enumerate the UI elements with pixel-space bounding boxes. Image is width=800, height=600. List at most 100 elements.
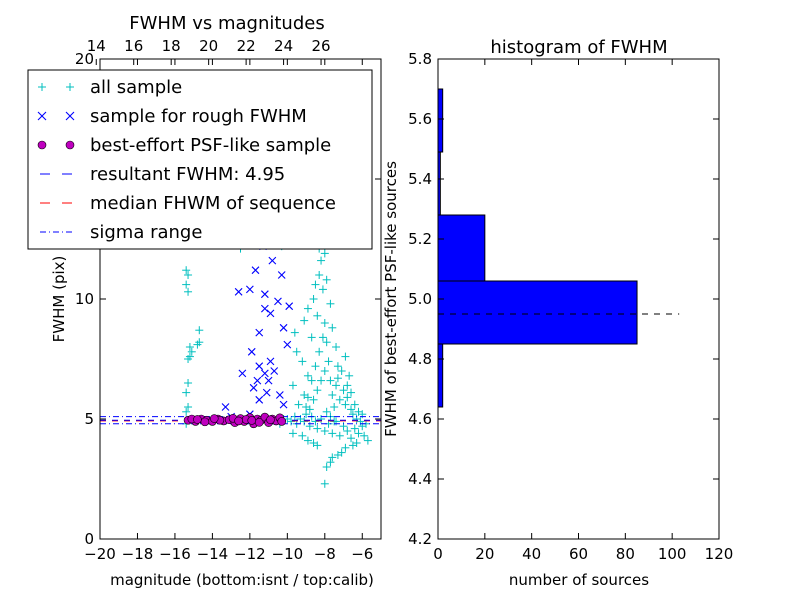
rough-sample-point — [274, 297, 282, 306]
psf-sample-point — [254, 418, 264, 427]
all-sample-point — [335, 395, 344, 404]
rough-sample-point — [255, 362, 264, 371]
all-sample-point — [360, 431, 369, 440]
rough-sample-point — [260, 290, 269, 299]
all-sample-point — [193, 340, 202, 349]
scatter-x-ticks: −20 −18 −16 −14 −12 −10 −8 −6 — [84, 59, 373, 563]
all-sample-point — [311, 362, 320, 371]
histogram-x-tick-label: 80 — [616, 545, 635, 563]
scatter-y-tick-label: 0 — [84, 530, 94, 548]
scatter-y-label: FWHM (pix) — [50, 256, 68, 343]
all-sample-point — [315, 347, 324, 356]
all-sample-point — [354, 429, 363, 438]
legend-key — [38, 83, 74, 91]
all-sample-point — [317, 256, 326, 265]
scatter-top-tick-label: 14 — [87, 37, 106, 55]
rough-sample-point — [260, 304, 269, 313]
all-sample-point — [337, 367, 346, 375]
all-sample-point — [322, 463, 331, 471]
all-sample-point — [322, 407, 331, 416]
histogram-x-tick-label: 120 — [705, 545, 734, 563]
all-sample-point — [339, 386, 348, 395]
all-sample-point — [348, 441, 357, 450]
rough-sample-point — [249, 383, 258, 392]
all-sample-point — [318, 285, 327, 294]
psf-sample-point — [200, 417, 210, 427]
scatter-x-tick-label: −12 — [234, 545, 266, 563]
all-sample-point — [298, 431, 307, 440]
scatter-x-tick-label: −14 — [197, 545, 229, 563]
all-sample-point — [311, 280, 320, 289]
scatter-x-tick-label: −6 — [351, 545, 373, 563]
all-sample-point — [330, 403, 339, 411]
rough-sample-point — [266, 357, 275, 366]
all-sample-point — [350, 424, 359, 433]
scatter-x-tick-label: −10 — [272, 545, 304, 563]
legend-keys — [37, 83, 75, 233]
all-sample-point — [313, 311, 322, 320]
all-sample-point — [320, 249, 329, 258]
all-sample-point — [326, 376, 335, 385]
rough-sample-point — [279, 400, 288, 409]
histogram-x-ticks: 0 20 40 60 80 100 120 — [433, 59, 733, 563]
rough-sample-point — [285, 302, 294, 311]
histogram-bar — [437, 343, 444, 408]
all-sample-point — [303, 393, 312, 402]
all-sample-point — [182, 407, 191, 416]
rough-sample-point — [266, 309, 275, 318]
all-sample-point — [182, 266, 191, 275]
legend-label-sigma-range: sigma range — [90, 222, 202, 243]
all-sample-point — [328, 429, 337, 438]
scatter-x-label: magnitude (bottom:isnt / top:calib) — [110, 571, 374, 589]
all-sample-point — [333, 374, 342, 383]
scatter-x-tick-label: −16 — [159, 545, 191, 563]
scatter-top-tick-label: 26 — [312, 37, 331, 55]
histogram-y-tick-label: 5.6 — [408, 110, 432, 128]
rough-sample-point — [262, 388, 271, 397]
histogram-y-tick-label: 5.2 — [408, 230, 432, 248]
all-sample-point — [341, 443, 350, 452]
scatter-x-tick-label: −18 — [122, 545, 154, 563]
histogram-bar — [437, 280, 638, 345]
all-sample-point — [332, 343, 341, 351]
rough-sample-point — [238, 369, 247, 378]
all-sample-point — [320, 319, 329, 327]
all-sample-point — [341, 352, 350, 361]
histogram-y-tick-label: 4.4 — [408, 470, 432, 488]
all-sample-point — [347, 388, 356, 397]
rough-sample-point — [253, 376, 262, 385]
all-sample-point — [182, 280, 191, 289]
histogram-title: histogram of FWHM — [490, 37, 667, 58]
all-sample-point — [341, 400, 350, 409]
all-sample-point — [318, 333, 327, 342]
rough-sample-point — [245, 285, 254, 294]
all-sample-point — [184, 287, 193, 296]
all-sample-point — [290, 328, 299, 337]
legend-key — [37, 140, 75, 150]
all-sample-point — [328, 453, 337, 462]
all-sample-point — [313, 386, 322, 395]
scatter-top-tick-label: 16 — [124, 37, 143, 55]
all-sample-point — [288, 381, 297, 390]
scatter-top-tick-label: 22 — [237, 37, 256, 55]
histogram-y-tick-label: 5.0 — [408, 290, 432, 308]
legend-key — [37, 111, 75, 121]
all-sample-point — [309, 295, 318, 303]
all-sample-point — [335, 431, 344, 440]
histogram-x-label: number of sources — [509, 571, 649, 589]
all-sample-point — [333, 362, 342, 371]
all-sample-point — [343, 427, 352, 435]
histogram-y-ticks: 4.2 4.4 4.6 4.8 5.0 5.2 5.4 5.6 5.8 — [408, 50, 719, 548]
all-sample-point — [322, 275, 331, 284]
all-sample-point — [184, 379, 193, 387]
scatter-top-tick-label: 24 — [274, 37, 293, 55]
histogram-x-tick-label: 100 — [658, 545, 687, 563]
all-sample-point — [303, 304, 312, 313]
legend-label-all-sample: all sample — [90, 77, 182, 98]
rough-sample-point — [255, 395, 264, 404]
scatter-y-tick-label: 5 — [84, 410, 94, 428]
all-sample-point — [343, 393, 352, 402]
psf-sample-point — [247, 416, 257, 425]
all-sample-point — [187, 347, 196, 356]
